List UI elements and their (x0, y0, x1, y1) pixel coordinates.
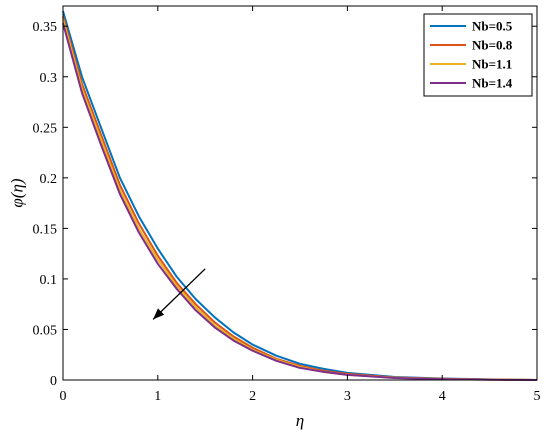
y-tick-label: 0.05 (33, 323, 58, 338)
annotation-layer (152, 268, 206, 320)
curves-layer (62, 10, 538, 381)
x-tick-label: 1 (154, 389, 161, 404)
x-tick-label: 3 (344, 389, 351, 404)
x-tick-label: 0 (60, 389, 67, 404)
legend-label-2: Nb=0.8 (472, 38, 513, 53)
y-tick-label: 0.1 (40, 273, 58, 288)
y-tick-label: 0.15 (33, 222, 58, 237)
legend-items: Nb=0.5 Nb=0.8 Nb=1.1 Nb=1.4 (430, 19, 513, 91)
annotation-arrowhead (153, 308, 165, 320)
y-axis-label: φ(η) (8, 178, 27, 207)
legend-label-4: Nb=1.4 (472, 76, 513, 91)
y-tick-label: 0.35 (33, 20, 58, 35)
y-tick-label: 0.25 (33, 121, 58, 136)
y-tick-label: 0 (50, 374, 57, 389)
y-tick-label: 0.3 (40, 71, 58, 86)
legend-label-1: Nb=0.5 (472, 19, 513, 34)
x-axis-label: η (296, 411, 304, 430)
ticks-layer: 0 1 2 3 4 5 0 0.05 0.1 0.15 0.2 0.25 0.3 0.35 (33, 6, 541, 404)
annotation-arrow (152, 268, 206, 320)
x-tick-label: 2 (249, 389, 256, 404)
legend-label-3: Nb=1.1 (472, 57, 512, 72)
legend: Nb=0.5 Nb=0.8 Nb=1.1 Nb=1.4 (423, 13, 533, 97)
series-line-4 (62, 22, 538, 381)
x-tick-label: 5 (534, 389, 541, 404)
y-tick-label: 0.2 (40, 172, 58, 187)
plot-frame (62, 5, 538, 381)
x-tick-label: 4 (439, 389, 446, 404)
